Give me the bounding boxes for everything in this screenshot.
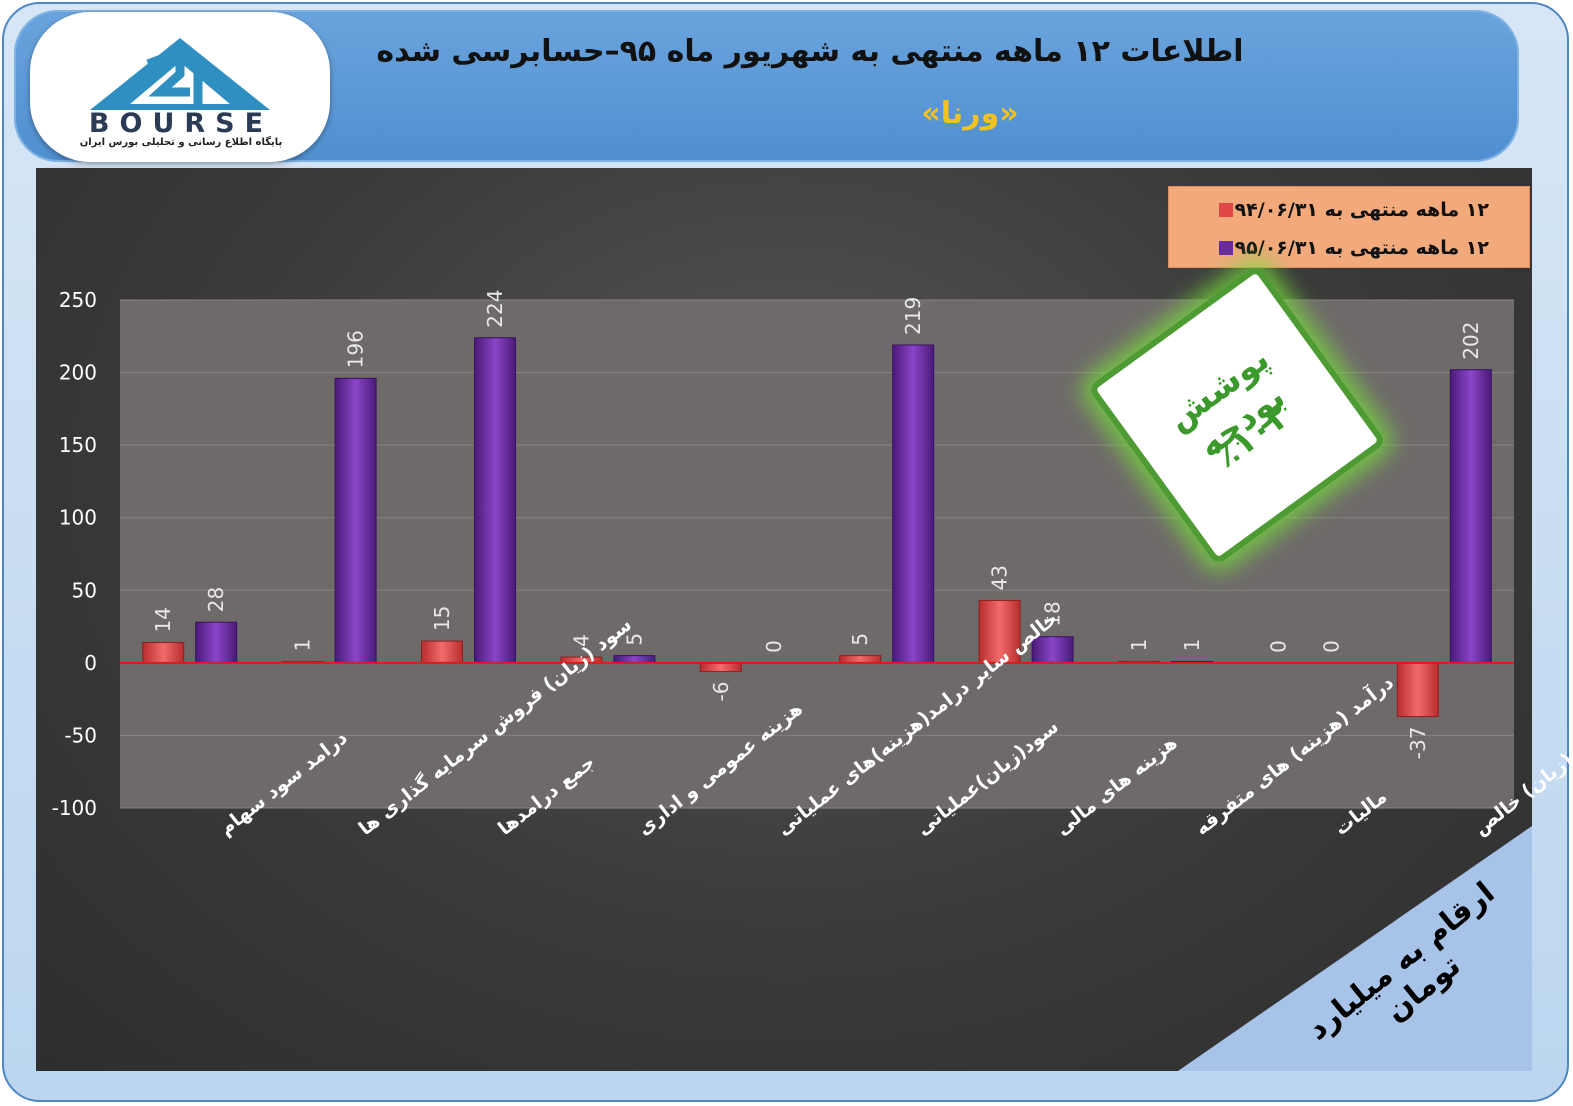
y-tick-label: -100: [52, 796, 97, 820]
budget-coverage-badge: پوشش بودجه ٪۱۰۲: [1087, 264, 1387, 566]
data-label: 1: [1127, 639, 1151, 652]
legend-swatch-2: [1219, 241, 1233, 255]
y-tick-label: 100: [59, 506, 97, 530]
bar-series-1: [839, 655, 882, 664]
bar-series-2: [1449, 369, 1492, 664]
data-label: 0: [1266, 640, 1290, 653]
data-label: 1: [1180, 639, 1204, 652]
legend-item-2: ۱۲ ماهه منتهی به ۹۵/۰۶/۳۱: [1234, 237, 1489, 259]
data-label: 5: [848, 633, 872, 646]
y-tick-label: -50: [64, 723, 97, 747]
bar-series-2: [474, 337, 516, 664]
data-label: 0: [1319, 640, 1343, 653]
bar-series-1: [1396, 662, 1439, 718]
y-tick-label: 0: [84, 651, 97, 675]
page-title: اطلاعات ۱۲ ماهه منتهی به شهریور ماه ۹۵–ح…: [376, 34, 1244, 69]
legend-item-1: ۱۲ ماهه منتهی به ۹۴/۰۶/۳۱: [1234, 199, 1489, 221]
bar-series-2: [892, 344, 935, 664]
data-label: -37: [1406, 727, 1430, 760]
legend-swatch-1: [1219, 203, 1233, 217]
y-tick-label: 200: [59, 361, 97, 385]
data-label: 1: [291, 639, 315, 652]
data-label: 196: [344, 330, 368, 368]
y-tick-label: 250: [59, 288, 97, 312]
bar-series-1: [142, 642, 185, 664]
bar-series-2: [334, 377, 377, 664]
data-label: 219: [901, 297, 925, 335]
data-label: 5: [622, 633, 646, 646]
data-label: 43: [988, 565, 1012, 590]
data-label: 15: [430, 606, 454, 631]
bar-series-2: [195, 621, 238, 664]
bar-series-1: [978, 599, 1021, 664]
data-label: 28: [204, 587, 228, 612]
data-label: 202: [1459, 321, 1483, 359]
bar-series-2: [613, 655, 656, 664]
page-subtitle: «ورنا»: [921, 96, 1019, 131]
data-label: 0: [762, 640, 786, 653]
logo-word: BOURSE: [88, 108, 274, 139]
bar-series-1: [699, 662, 742, 673]
y-tick-label: 50: [72, 578, 97, 602]
logo-tagline: پایگاه اطلاع رسانی و تحلیلی بورس ایران: [79, 137, 283, 148]
bar-series-1: [421, 640, 463, 664]
data-label: 18: [1041, 601, 1065, 626]
y-tick-label: 150: [59, 433, 97, 457]
logo-mark-icon: [90, 38, 270, 110]
data-label: 4: [569, 634, 593, 647]
data-label: 224: [483, 290, 507, 328]
data-label: 14: [151, 607, 175, 632]
data-label: -6: [709, 682, 733, 702]
logo: [30, 12, 330, 162]
legend: ۱۲ ماهه منتهی به ۹۴/۰۶/۳۱ ۱۲ ماهه منتهی …: [1168, 186, 1530, 268]
badge-card: پوشش بودجه ٪۱۰۲: [1087, 264, 1387, 566]
